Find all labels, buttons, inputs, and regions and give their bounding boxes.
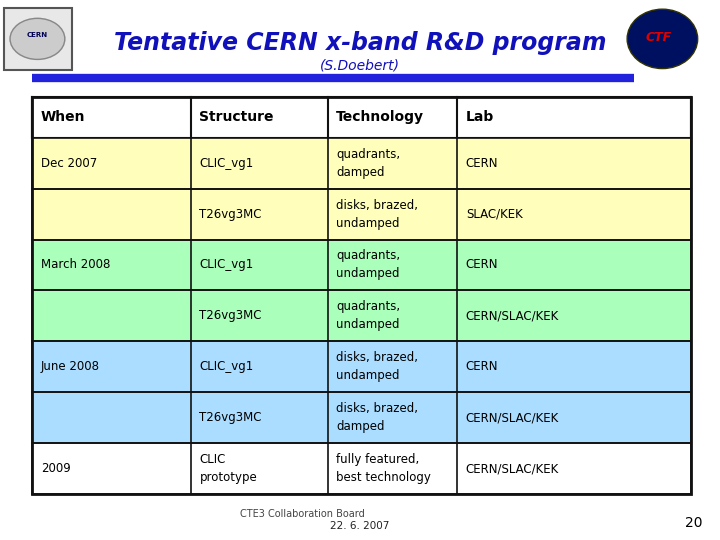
Text: CERN: CERN xyxy=(27,32,48,38)
Bar xyxy=(32,240,691,291)
Text: CLIC
prototype: CLIC prototype xyxy=(199,453,257,484)
Bar xyxy=(4,8,72,70)
Text: CTE3 Collaboration Board: CTE3 Collaboration Board xyxy=(240,509,365,519)
Text: fully featured,
best technology: fully featured, best technology xyxy=(336,453,431,484)
Bar xyxy=(32,392,691,443)
Text: 2009: 2009 xyxy=(41,462,71,475)
Text: Dec 2007: Dec 2007 xyxy=(41,157,97,170)
Bar xyxy=(32,341,691,392)
Text: T26vg3MC: T26vg3MC xyxy=(199,309,262,322)
Text: disks, brazed,
undamped: disks, brazed, undamped xyxy=(336,352,418,382)
Text: (S.Doebert): (S.Doebert) xyxy=(320,59,400,73)
Text: CLIC_vg1: CLIC_vg1 xyxy=(199,259,253,272)
Bar xyxy=(32,97,691,494)
Text: CERN/SLAC/KEK: CERN/SLAC/KEK xyxy=(466,411,559,424)
Text: Lab: Lab xyxy=(466,111,494,124)
Text: quadrants,
damped: quadrants, damped xyxy=(336,147,400,179)
Text: 22. 6. 2007: 22. 6. 2007 xyxy=(330,521,390,531)
Text: disks, brazed,
undamped: disks, brazed, undamped xyxy=(336,199,418,230)
Text: quadrants,
undamped: quadrants, undamped xyxy=(336,249,400,280)
Text: Technology: Technology xyxy=(336,111,424,124)
Text: CERN: CERN xyxy=(466,360,498,373)
Bar xyxy=(32,291,691,341)
Text: March 2008: March 2008 xyxy=(41,259,110,272)
Text: Structure: Structure xyxy=(199,111,274,124)
Ellipse shape xyxy=(627,9,698,69)
Text: When: When xyxy=(41,111,86,124)
Text: CERN: CERN xyxy=(466,157,498,170)
Bar xyxy=(32,97,691,138)
Text: disks, brazed,
damped: disks, brazed, damped xyxy=(336,402,418,433)
Text: June 2008: June 2008 xyxy=(41,360,100,373)
Text: Tentative CERN x-band R&D program: Tentative CERN x-band R&D program xyxy=(114,31,606,55)
Text: SLAC/KEK: SLAC/KEK xyxy=(466,207,523,220)
Text: T26vg3MC: T26vg3MC xyxy=(199,207,262,220)
Text: CLIC_vg1: CLIC_vg1 xyxy=(199,360,253,373)
Text: CERN: CERN xyxy=(466,259,498,272)
Text: T26vg3MC: T26vg3MC xyxy=(199,411,262,424)
Text: CLIC_vg1: CLIC_vg1 xyxy=(199,157,253,170)
Bar xyxy=(32,443,691,494)
Bar xyxy=(32,138,691,188)
Text: quadrants,
undamped: quadrants, undamped xyxy=(336,300,400,332)
Text: CERN/SLAC/KEK: CERN/SLAC/KEK xyxy=(466,309,559,322)
Text: CTF: CTF xyxy=(646,31,672,44)
Bar xyxy=(32,188,691,240)
Circle shape xyxy=(10,18,65,59)
Text: 20: 20 xyxy=(685,516,702,530)
Text: CERN/SLAC/KEK: CERN/SLAC/KEK xyxy=(466,462,559,475)
